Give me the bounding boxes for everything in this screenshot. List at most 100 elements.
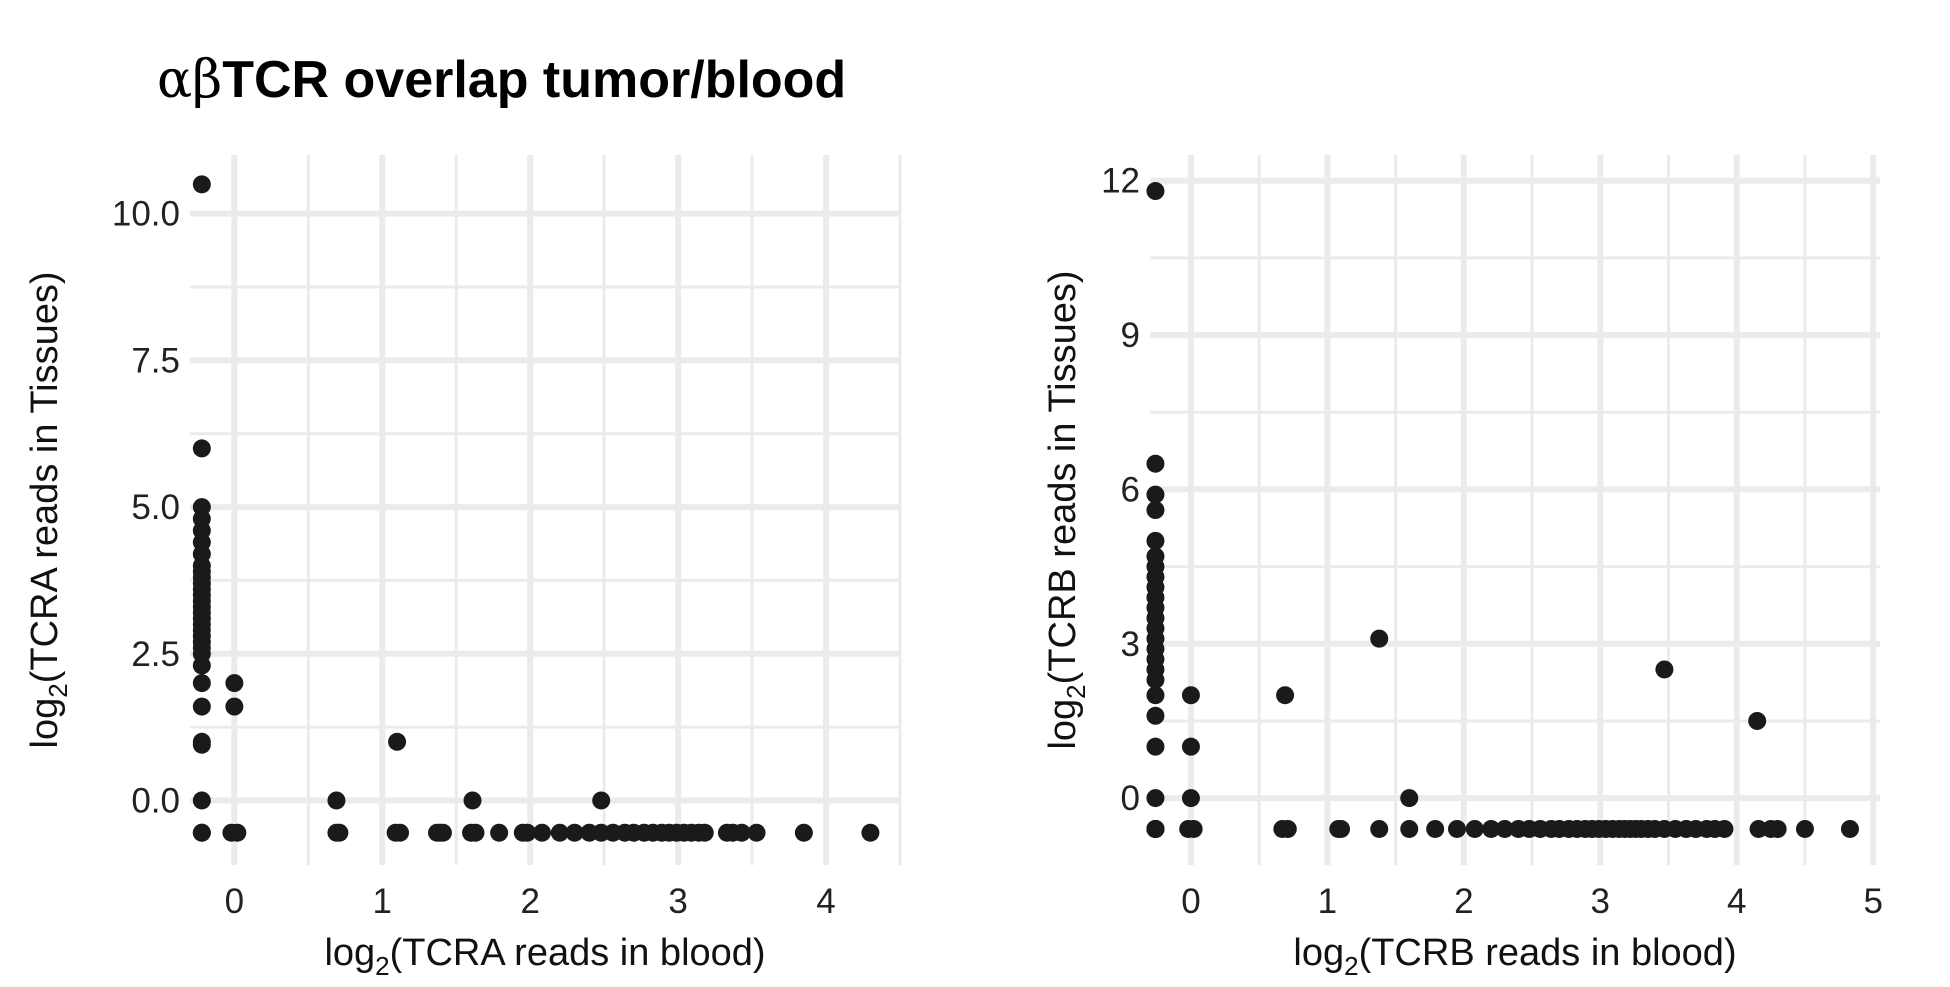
x-tick-label: 3 [668,882,687,921]
data-point [433,823,452,842]
data-point [391,823,410,842]
data-point [1181,686,1200,705]
data-point [550,823,569,842]
y-tick-label: 0.0 [131,781,180,820]
data-point [1146,501,1165,519]
data-point [1278,819,1297,838]
y-tick-label: 5.0 [131,488,180,527]
data-point [1184,819,1203,838]
x-axis-label-pre: log [1293,932,1344,974]
data-point [1495,819,1514,838]
x-axis-label-pre: log [324,932,375,974]
data-point [388,732,407,751]
data-point [1465,819,1484,838]
chart-title-rest: TCR overlap tumor/blood [222,51,847,109]
data-point [1276,686,1295,705]
data-point [1370,819,1389,838]
data-point [225,674,244,693]
data-point [1146,182,1165,201]
data-point [592,791,611,810]
data-point [1748,711,1767,730]
data-point [330,823,349,842]
data-point [533,823,552,842]
y-axis-label-pre: log [24,698,66,749]
y-tick-label: 9 [1121,316,1140,355]
data-point [1146,454,1165,473]
data-point [192,791,211,810]
data-point [1181,789,1200,808]
x-tick-label: 2 [520,882,539,921]
x-tick-label: 4 [1727,882,1746,921]
data-point [1795,819,1814,838]
data-point [1400,819,1419,838]
x-tick-label: 2 [1454,882,1473,921]
data-point [1482,819,1501,838]
data-point [1448,819,1467,838]
y-axis-label-pre: log [1042,699,1084,750]
data-point [466,823,485,842]
data-point [192,656,211,675]
chart-title: αβTCR overlap tumor/blood [157,50,846,110]
data-point [463,791,482,810]
x-axis-label-post: (TCRB reads in blood) [1359,932,1737,974]
x-tick-label: 5 [1863,882,1882,921]
data-point [327,791,346,810]
data-point [1715,819,1734,838]
data-point [1426,819,1445,838]
x-tick-label: 1 [1318,882,1337,921]
data-point [1146,737,1165,756]
x-axis-label: log2(TCRB reads in blood) [1293,932,1736,981]
x-tick-label: 1 [373,882,392,921]
data-point [1146,485,1165,504]
data-point [794,823,813,842]
data-point [1370,629,1389,648]
x-axis-label-sub: 2 [375,951,389,981]
y-axis-label: log2(TCRA reads in Tissues) [24,272,73,749]
data-point [1768,819,1787,838]
chart-title-greek: αβ [157,50,223,110]
data-point [1146,670,1165,689]
y-axis-label: log2(TCRB reads in Tissues) [1042,270,1091,749]
data-point [192,175,211,194]
y-axis-label-post: (TCRB reads in Tissues) [1042,270,1084,684]
data-point [1146,819,1165,838]
y-tick-label: 7.5 [131,341,180,380]
data-point [225,697,244,716]
data-point [518,823,537,842]
y-tick-label: 6 [1121,470,1140,509]
data-point [490,823,509,842]
y-tick-label: 2.5 [131,635,180,674]
data-point [732,823,751,842]
x-tick-label: 0 [225,882,244,921]
data-point [1181,737,1200,756]
y-tick-label: 12 [1101,162,1140,201]
data-point [228,823,247,842]
data-point [192,439,211,458]
data-point [565,823,584,842]
x-tick-label: 4 [816,882,835,921]
data-point [1146,789,1165,808]
y-axis-label-post: (TCRA reads in Tissues) [24,272,66,684]
data-point [1400,789,1419,808]
data-point [861,823,880,842]
data-point [1146,531,1165,550]
y-tick-label: 10.0 [112,195,180,234]
y-tick-label: 3 [1121,625,1140,664]
y-tick-label: 0 [1121,779,1140,818]
data-point [192,674,211,693]
x-tick-label: 3 [1591,882,1610,921]
data-point [1146,686,1165,705]
data-point [1840,819,1859,838]
y-axis-label-sub: 2 [1061,684,1091,698]
data-point [192,823,211,842]
data-point [1332,819,1351,838]
data-point [1655,660,1674,679]
data-point [1146,706,1165,725]
x-axis-label-sub: 2 [1344,951,1358,981]
x-axis-label: log2(TCRA reads in blood) [324,932,765,981]
x-axis-label-post: (TCRA reads in blood) [390,932,766,974]
data-point [695,823,714,842]
